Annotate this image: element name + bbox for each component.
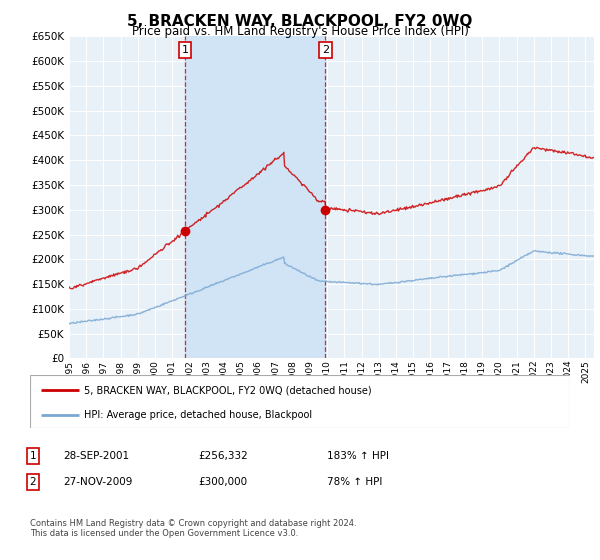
Text: 1: 1 [182, 45, 188, 55]
Text: 2: 2 [29, 477, 37, 487]
Text: 2: 2 [322, 45, 329, 55]
Text: Contains HM Land Registry data © Crown copyright and database right 2024.: Contains HM Land Registry data © Crown c… [30, 519, 356, 528]
Text: Price paid vs. HM Land Registry's House Price Index (HPI): Price paid vs. HM Land Registry's House … [131, 25, 469, 38]
Text: 1: 1 [29, 451, 37, 461]
Text: This data is licensed under the Open Government Licence v3.0.: This data is licensed under the Open Gov… [30, 529, 298, 538]
Text: 5, BRACKEN WAY, BLACKPOOL, FY2 0WQ: 5, BRACKEN WAY, BLACKPOOL, FY2 0WQ [127, 14, 473, 29]
Text: £300,000: £300,000 [198, 477, 247, 487]
Text: 28-SEP-2001: 28-SEP-2001 [63, 451, 129, 461]
Text: 183% ↑ HPI: 183% ↑ HPI [327, 451, 389, 461]
Text: 27-NOV-2009: 27-NOV-2009 [63, 477, 133, 487]
Text: 5, BRACKEN WAY, BLACKPOOL, FY2 0WQ (detached house): 5, BRACKEN WAY, BLACKPOOL, FY2 0WQ (deta… [84, 385, 371, 395]
Text: HPI: Average price, detached house, Blackpool: HPI: Average price, detached house, Blac… [84, 410, 312, 420]
Text: 78% ↑ HPI: 78% ↑ HPI [327, 477, 382, 487]
Text: £256,332: £256,332 [198, 451, 248, 461]
Bar [185, 36, 325, 358]
